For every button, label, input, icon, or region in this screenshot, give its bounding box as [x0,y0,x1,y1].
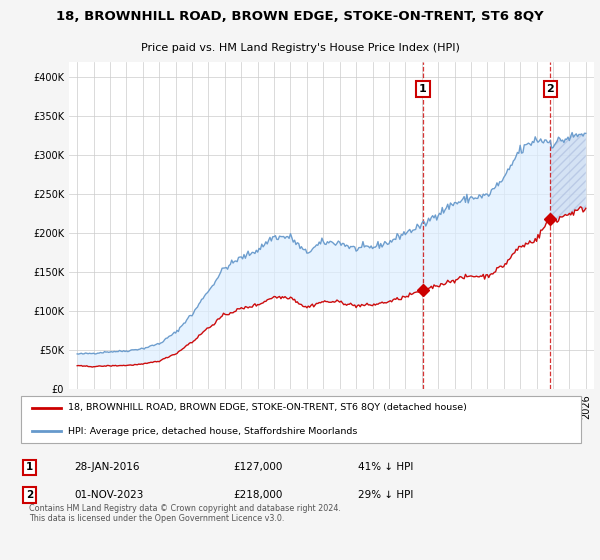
Text: Price paid vs. HM Land Registry's House Price Index (HPI): Price paid vs. HM Land Registry's House … [140,43,460,53]
Text: 2: 2 [26,489,33,500]
Text: 1: 1 [26,463,33,473]
Text: 29% ↓ HPI: 29% ↓ HPI [358,489,413,500]
Text: 18, BROWNHILL ROAD, BROWN EDGE, STOKE-ON-TRENT, ST6 8QY (detached house): 18, BROWNHILL ROAD, BROWN EDGE, STOKE-ON… [68,403,467,412]
Text: 18, BROWNHILL ROAD, BROWN EDGE, STOKE-ON-TRENT, ST6 8QY: 18, BROWNHILL ROAD, BROWN EDGE, STOKE-ON… [56,10,544,23]
Text: 1: 1 [419,84,427,94]
Text: 28-JAN-2016: 28-JAN-2016 [75,463,140,473]
Text: 01-NOV-2023: 01-NOV-2023 [75,489,144,500]
Text: Contains HM Land Registry data © Crown copyright and database right 2024.
This d: Contains HM Land Registry data © Crown c… [29,504,341,524]
Text: 41% ↓ HPI: 41% ↓ HPI [358,463,413,473]
Text: HPI: Average price, detached house, Staffordshire Moorlands: HPI: Average price, detached house, Staf… [68,427,357,436]
Text: £127,000: £127,000 [233,463,283,473]
Text: 2: 2 [547,84,554,94]
FancyBboxPatch shape [21,396,581,443]
Text: £218,000: £218,000 [233,489,283,500]
